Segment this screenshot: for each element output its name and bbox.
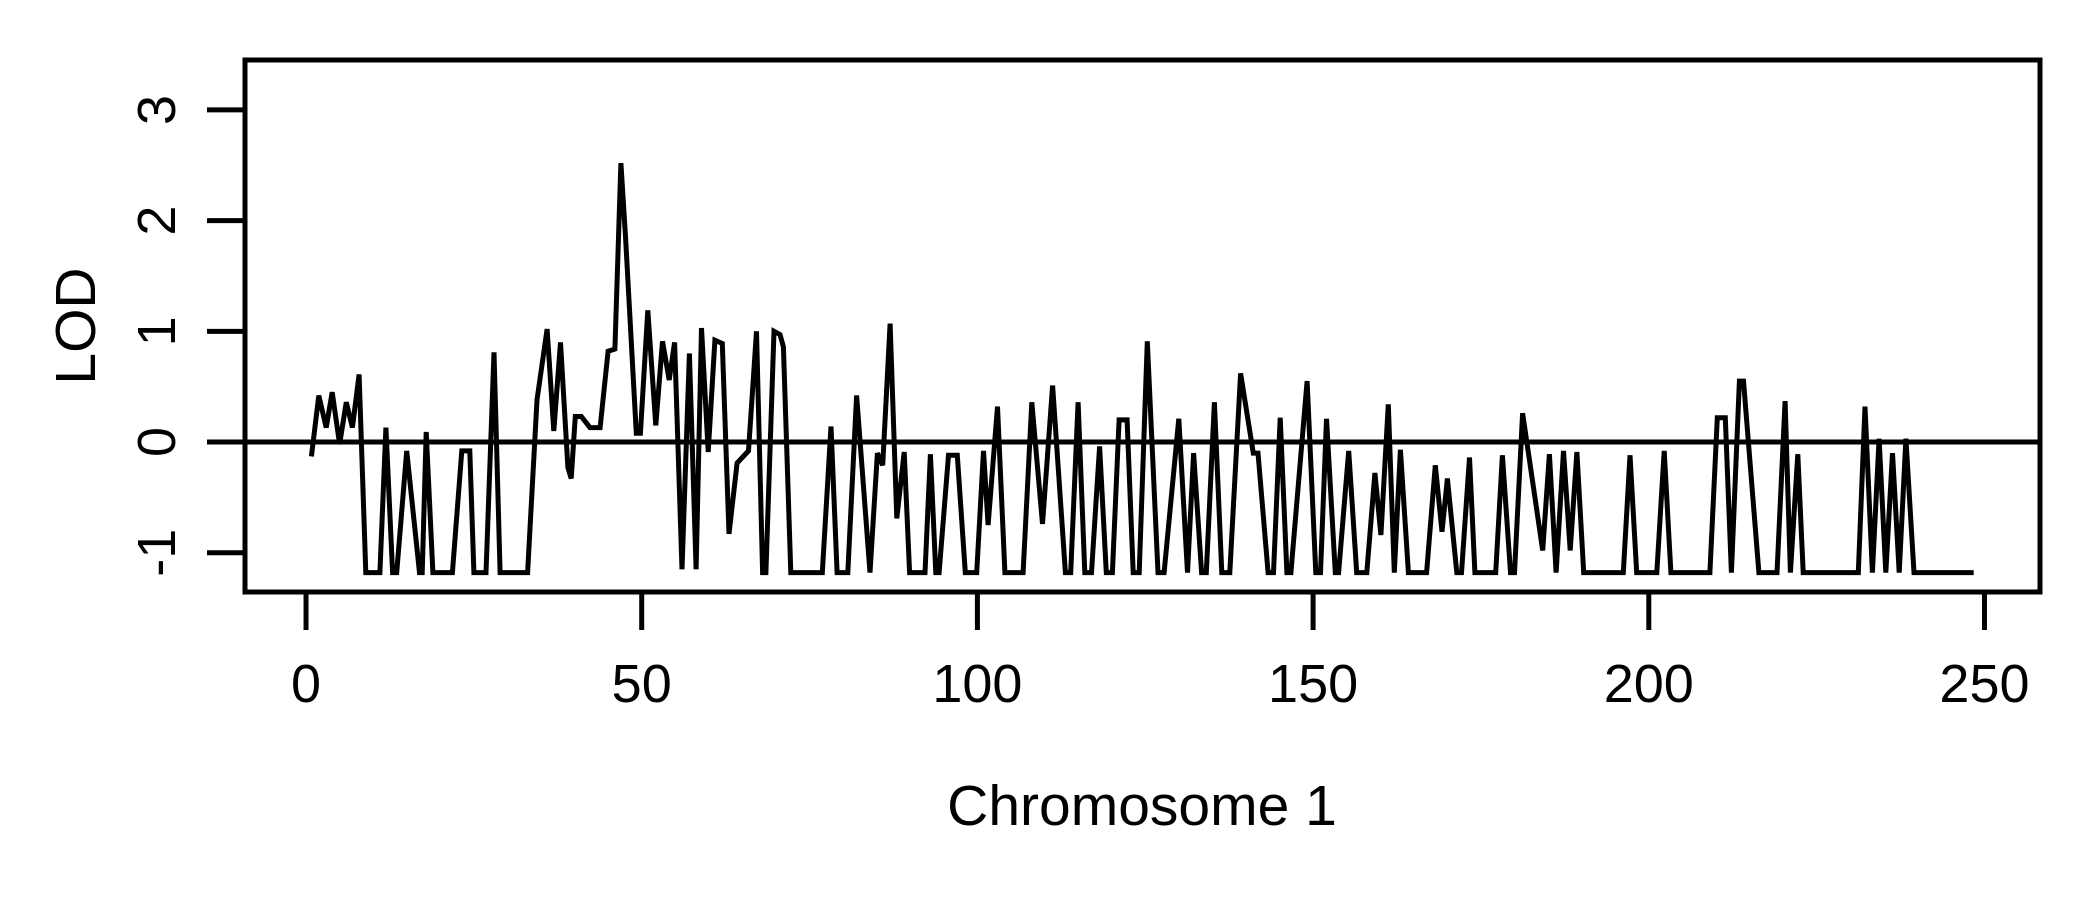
lod-curve xyxy=(308,162,1974,576)
x-axis-tick-label: 250 xyxy=(1939,654,2029,714)
x-axis-tick-label: 100 xyxy=(932,654,1022,714)
y-axis-title: LOD xyxy=(44,267,108,384)
y-axis: -1 0 1 2 3 xyxy=(127,95,245,577)
y-axis-tick-label: -1 xyxy=(127,529,187,577)
x-axis-tick-label: 50 xyxy=(612,654,672,714)
plot-box xyxy=(242,57,2043,595)
x-axis-tick-label: 200 xyxy=(1604,654,1694,714)
x-axis-tick-label: 0 xyxy=(291,654,321,714)
x-axis: 0 50 100 150 200 250 xyxy=(291,592,2030,714)
y-axis-tick-label: 2 xyxy=(127,206,187,236)
x-axis-title: Chromosome 1 xyxy=(947,774,1337,838)
lod-curve-group xyxy=(308,162,1974,576)
y-axis-tick-label: 1 xyxy=(127,316,187,346)
y-axis-tick-label: 0 xyxy=(127,427,187,457)
y-axis-tick-label: 3 xyxy=(127,95,187,125)
x-axis-tick-label: 150 xyxy=(1268,654,1358,714)
